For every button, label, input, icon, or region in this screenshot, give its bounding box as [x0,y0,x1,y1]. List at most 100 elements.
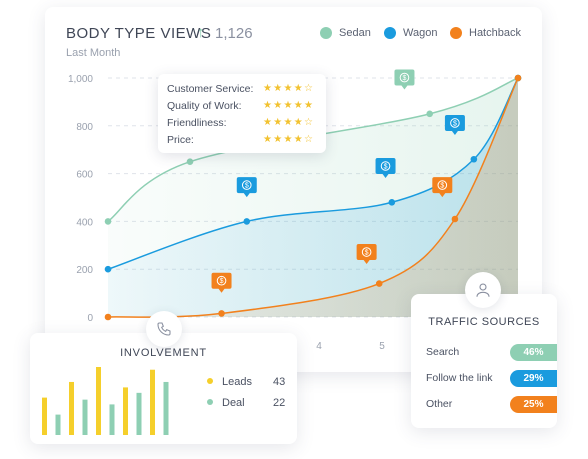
traffic-sources-card: TRAFFIC SOURCES Search 46% Follow the li… [411,294,557,428]
period-label: Last Month [66,47,121,59]
involvement-bar [136,392,142,435]
legend-sedan[interactable]: Sedan [320,27,371,39]
legend-label: Wagon [403,27,438,39]
rating-tooltip: Customer Service: ★★★★☆ Quality of Work:… [158,74,326,153]
dollar-icon: $ [356,244,377,265]
marker-symbol: $ [384,163,388,170]
tooltip-label: Customer Service: [167,83,254,95]
legend-label: Sedan [339,27,371,39]
marker-ring [437,180,448,190]
wagon-point [470,155,478,163]
legend-wagon[interactable]: Wagon [384,27,437,39]
marker-pin [375,157,396,178]
involvement-card: INVOLVEMENT Leads 43 Deal 22 [30,333,297,444]
involvement-title: INVOLVEMENT [120,347,207,359]
involvement-legend-leads: Leads [207,376,252,388]
total-views: 1,126 [215,25,253,42]
tooltip-label: Friendliness: [167,117,227,129]
involvement-bar [163,381,169,435]
involvement-legend-deal: Deal [207,397,245,409]
sedan-point [186,158,194,165]
involvement-bar [96,367,101,435]
dollar-icon: $ [375,157,396,178]
hatchback-dot-icon [450,27,462,39]
sedan-point [104,218,112,225]
dollar-icon: $ [444,114,465,135]
user-icon[interactable] [465,272,501,308]
wagon-dot-icon [384,27,396,39]
marker-pin [432,177,453,198]
dollar-icon: $ [432,177,453,198]
y-tick-label: 800 [76,122,93,133]
marker-ring [241,180,252,190]
y-tick-label: 400 [76,217,93,228]
y-tick-label: 1,000 [68,74,93,85]
tooltip-label: Price: [167,134,194,146]
tooltip-label: Quality of Work: [167,100,242,112]
arrow-up-icon: ↑ [197,24,205,41]
x-tick-label: 5 [379,341,385,352]
dollar-icon: $ [211,272,232,293]
star-rating: ★★★★☆ [263,117,315,128]
marker-symbol: $ [453,120,457,127]
traffic-title: TRAFFIC SOURCES [428,316,540,328]
wagon-point [388,198,396,206]
involvement-bar [82,399,88,435]
deal-dot-icon [207,399,213,406]
sedan-point [426,110,433,118]
marker-symbol: $ [365,250,369,257]
y-tick-label: 200 [76,265,93,276]
marker-pin [356,244,377,265]
star-rating: ★★★★☆ [263,134,315,145]
marker-ring [380,161,391,171]
wagon-area [108,78,518,317]
hatchback-point [104,313,112,321]
marker-pin [236,177,257,198]
star-rating: ★★★★★ [263,100,315,111]
hatchback-point [514,74,522,82]
traffic-label-search: Search [426,346,460,358]
y-tick-label: 0 [87,313,93,324]
marker-ring [450,118,460,128]
marker-ring [216,275,227,286]
involvement-bar [42,397,47,435]
involvement-bar [109,404,115,435]
marker-ring [361,247,372,257]
hatchback-point [218,310,225,317]
marker-symbol: $ [220,278,224,285]
chart-title: BODY TYPE VIEWS [66,25,212,42]
marker-ring [399,72,410,83]
involvement-bar [150,369,155,435]
wagon-point [243,218,251,225]
legend-label: Deal [222,397,245,409]
involvement-bar [55,414,61,435]
traffic-bar-search: 46% [510,344,557,361]
phone-icon[interactable] [146,311,182,347]
wagon-point [104,265,112,273]
traffic-bar-other: 25% [510,396,557,413]
wagon-line [107,77,519,270]
dollar-icon: $ [394,69,415,90]
marker-pin [444,114,465,135]
hatchback-point [375,280,383,287]
legend-label: Hatchback [469,27,521,39]
marker-symbol: $ [403,75,407,82]
deal-value: 22 [273,397,286,409]
traffic-label-other: Other [426,398,453,410]
involvement-bar [69,381,74,435]
x-tick-label: 4 [316,341,322,352]
marker-pin [394,69,415,90]
sedan-dot-icon [320,27,332,39]
traffic-label-follow: Follow the link [426,372,493,384]
marker-pin [211,272,232,293]
involvement-bar [123,387,128,435]
legend-label: Leads [222,376,252,388]
leads-value: 43 [273,376,286,388]
legend-hatchback[interactable]: Hatchback [450,27,521,39]
traffic-bar-follow: 29% [510,370,557,387]
y-tick-label: 600 [76,170,93,181]
leads-dot-icon [207,378,213,385]
involvement-bar-chart [42,367,169,435]
dollar-icon: $ [236,177,257,198]
marker-symbol: $ [440,183,444,190]
